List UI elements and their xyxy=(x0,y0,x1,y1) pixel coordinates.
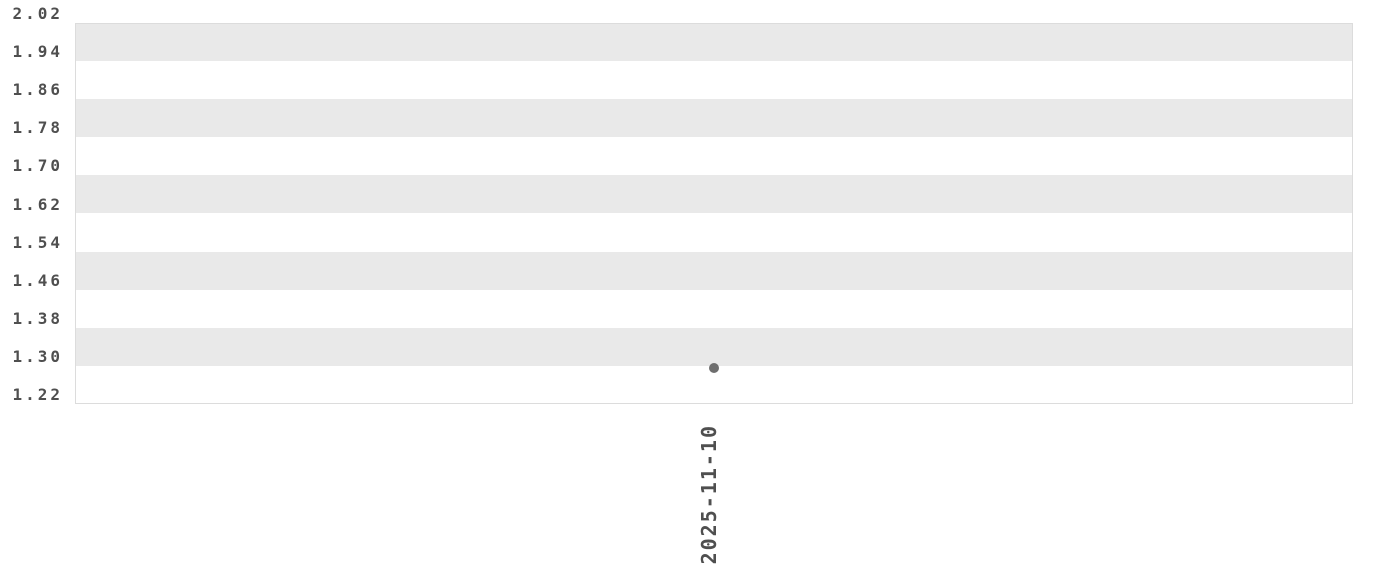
y-tick-label: 1.38 xyxy=(12,308,63,328)
grid-band xyxy=(75,99,1353,138)
y-tick-label: 1.94 xyxy=(12,42,63,62)
grid-band xyxy=(75,251,1353,290)
x-tick-label: 2025-11-10 xyxy=(697,424,721,565)
plot-area xyxy=(75,23,1353,404)
grid-band xyxy=(75,289,1353,328)
y-tick-label: 1.70 xyxy=(12,156,63,176)
y-tick-label: 1.30 xyxy=(12,346,63,366)
grid-band xyxy=(75,175,1353,214)
y-tick-label: 1.54 xyxy=(12,232,63,252)
grid-band xyxy=(75,327,1353,366)
grid-band xyxy=(75,61,1353,100)
y-tick-label: 1.62 xyxy=(12,194,63,214)
y-tick-label: 1.46 xyxy=(12,270,63,290)
grid-band xyxy=(75,137,1353,176)
y-tick-label: 1.22 xyxy=(12,385,63,404)
y-tick-label: 1.86 xyxy=(12,80,63,100)
grid-band xyxy=(75,213,1353,252)
y-tick-label: 2.02 xyxy=(12,4,63,23)
data-point xyxy=(709,362,719,373)
y-tick-label: 1.78 xyxy=(12,118,63,138)
grid-band xyxy=(75,23,1353,62)
